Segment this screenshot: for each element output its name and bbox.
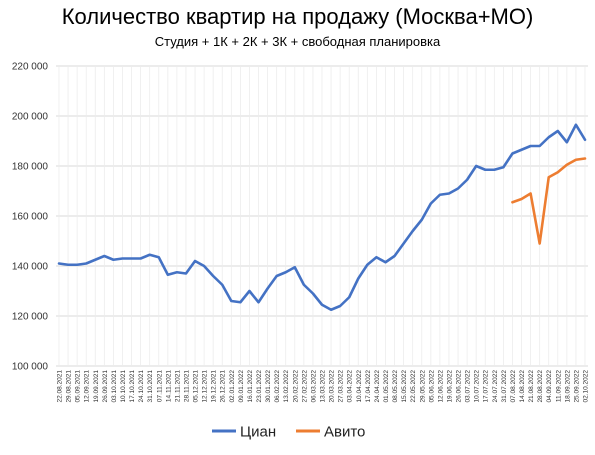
- x-tick-label: 11.09.2022: [555, 370, 562, 402]
- x-tick-label: 18.09.2022: [564, 370, 571, 403]
- x-tick-label: 20.02.2022: [292, 370, 299, 403]
- x-tick-label: 07.08.2022: [510, 370, 517, 403]
- x-tick-label: 27.02.2022: [301, 370, 308, 403]
- chart-title: Количество квартир на продажу (Москва+МО…: [61, 4, 534, 29]
- x-tick-label: 16.01.2022: [247, 370, 254, 403]
- x-tick-label: 12.06.2022: [437, 370, 444, 403]
- series-lines: [57, 123, 587, 312]
- x-tick-label: 31.10.2021: [147, 370, 154, 403]
- y-tick-label: 180 000: [12, 162, 49, 173]
- x-tick-label: 12.09.2021: [84, 370, 91, 403]
- x-tick-label: 02.10.2022: [583, 370, 590, 403]
- x-tick-label: 19.06.2022: [446, 370, 453, 403]
- x-tick-label: 13.03.2022: [320, 370, 327, 403]
- x-tick-label: 07.11.2021: [156, 370, 163, 402]
- x-tick-label: 04.09.2022: [546, 370, 553, 403]
- x-tick-label: 31.07.2022: [501, 370, 508, 403]
- x-tick-label: 20.03.2022: [329, 370, 336, 403]
- x-tick-label: 03.07.2022: [465, 370, 472, 403]
- x-tick-label: 28.08.2022: [537, 370, 544, 403]
- x-tick-label: 12.12.2021: [202, 370, 209, 403]
- x-tick-label: 22.05.2022: [410, 370, 417, 403]
- x-tick-label: 01.05.2022: [383, 370, 390, 403]
- x-tick-label: 17.10.2021: [129, 370, 136, 403]
- x-tick-label: 27.03.2022: [338, 370, 345, 403]
- legend-label: Авито: [324, 424, 365, 441]
- y-tick-label: 140 000: [12, 262, 49, 273]
- x-tick-label: 28.11.2021: [183, 370, 190, 402]
- x-tick-label: 24.07.2022: [492, 370, 499, 403]
- x-tick-label: 26.12.2021: [220, 370, 227, 403]
- chart-subtitle: Студия + 1К + 2К + 3К + свободная планир…: [154, 34, 441, 49]
- x-tick-label: 29.05.2022: [419, 370, 426, 403]
- x-tick-label: 29.08.2021: [66, 370, 73, 403]
- y-tick-label: 100 000: [12, 362, 49, 373]
- x-tick-label: 26.09.2021: [102, 370, 109, 403]
- x-tick-label: 23.01.2022: [256, 370, 263, 403]
- series-line-2: [511, 157, 587, 245]
- x-tick-label: 19.12.2021: [211, 370, 218, 403]
- x-tick-label: 19.09.2021: [93, 370, 100, 403]
- y-tick-label: 220 000: [12, 62, 49, 73]
- y-tick-label: 160 000: [12, 212, 49, 223]
- x-tick-label: 24.10.2021: [138, 370, 145, 403]
- x-tick-label: 05.06.2022: [428, 370, 435, 403]
- x-tick-label: 30.01.2022: [265, 370, 272, 403]
- x-tick-label: 21.08.2022: [528, 370, 535, 403]
- x-tick-label: 06.02.2022: [274, 370, 281, 403]
- y-axis-ticks: 100 000 120 000 140 000 160 000 180 000 200 0…: [12, 62, 49, 373]
- x-tick-label: 22.08.2021: [57, 370, 64, 403]
- x-tick-label: 14.08.2022: [519, 370, 526, 403]
- x-tick-label: 10.10.2021: [120, 370, 127, 403]
- x-tick-label: 21.11.2021: [174, 370, 181, 402]
- y-tick-label: 200 000: [12, 112, 49, 123]
- x-axis-ticks: 22.08.2021 29.08.2021 05.09.2021 12.09.2021…: [57, 370, 590, 403]
- legend: Циан Авито: [212, 424, 365, 441]
- x-tick-label: 09.01.2022: [238, 370, 245, 403]
- x-tick-label: 08.05.2022: [392, 370, 399, 403]
- x-tick-label: 17.04.2022: [365, 370, 372, 403]
- x-tick-label: 26.06.2022: [456, 370, 463, 403]
- x-tick-label: 14.11.2021: [165, 370, 172, 402]
- x-tick-label: 15.05.2022: [401, 370, 408, 403]
- x-tick-label: 03.04.2022: [347, 370, 354, 403]
- x-tick-label: 10.04.2022: [356, 370, 363, 403]
- x-tick-label: 10.07.2022: [474, 370, 481, 403]
- x-tick-label: 17.07.2022: [483, 370, 490, 403]
- x-tick-label: 24.04.2022: [374, 370, 381, 403]
- x-tick-label: 02.01.2022: [229, 370, 236, 403]
- y-tick-label: 120 000: [12, 312, 49, 323]
- x-tick-label: 05.12.2021: [193, 370, 200, 403]
- x-tick-label: 25.09.2022: [573, 370, 580, 403]
- x-tick-label: 13.02.2022: [283, 370, 290, 403]
- x-tick-label: 05.09.2021: [75, 370, 82, 403]
- x-tick-label: 06.03.2022: [310, 370, 317, 403]
- legend-label: Циан: [240, 424, 276, 441]
- gridlines: [56, 65, 588, 367]
- series-line-1: [57, 123, 587, 312]
- x-tick-label: 03.10.2021: [111, 370, 118, 403]
